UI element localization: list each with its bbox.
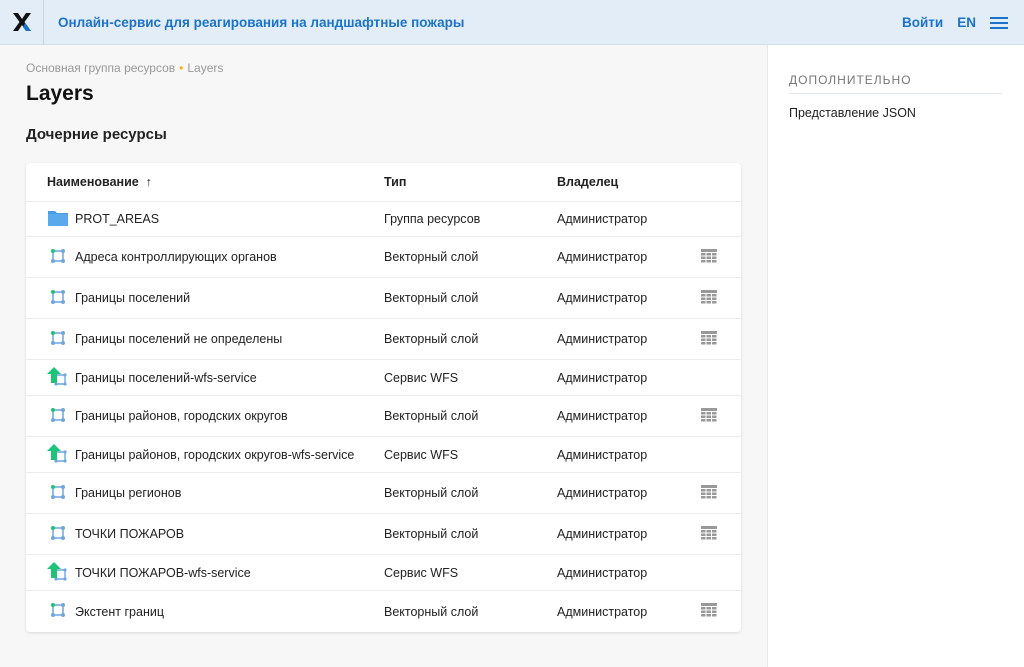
breadcrumb-parent[interactable]: Основная группа ресурсов — [26, 61, 176, 75]
resource-owner: Администратор — [557, 250, 648, 264]
resource-type: Группа ресурсов — [384, 212, 481, 226]
resource-owner: Администратор — [557, 486, 648, 500]
resource-type: Векторный слой — [384, 527, 479, 541]
section-title: Дочерние ресурсы — [26, 126, 167, 143]
resource-name[interactable]: Границы регионов — [47, 483, 181, 504]
resources-table: Наименование ↑ Тип Владелец PROT_AREAS Г… — [26, 163, 741, 632]
resource-type: Векторный слой — [384, 486, 479, 500]
logo-icon — [12, 13, 31, 31]
table-row[interactable]: ТОЧКИ ПОЖАРОВ-wfs-service Сервис WFS Адм… — [26, 555, 741, 591]
wfs-service-icon — [47, 560, 75, 585]
table-header: Наименование ↑ Тип Владелец — [26, 163, 741, 202]
resource-type: Векторный слой — [384, 332, 479, 346]
resource-type: Векторный слой — [384, 250, 479, 264]
folder-icon — [47, 209, 75, 230]
resource-name[interactable]: Границы поселений-wfs-service — [47, 365, 257, 390]
sort-arrow-icon: ↑ — [145, 175, 152, 189]
resource-owner: Администратор — [557, 212, 648, 226]
sidebar-heading: ДОПОЛНИТЕЛЬНО — [789, 73, 1002, 94]
table-row[interactable]: Границы районов, городских округов Векто… — [26, 396, 741, 437]
vector-layer-icon — [47, 329, 75, 350]
column-name[interactable]: Наименование ↑ — [47, 175, 152, 189]
table-row[interactable]: Границы районов, городских округов-wfs-s… — [26, 437, 741, 473]
top-bar: Онлайн-сервис для реагирования на ландша… — [0, 0, 1024, 45]
resource-type: Векторный слой — [384, 291, 479, 305]
table-row[interactable]: Границы поселений Векторный слой Админис… — [26, 278, 741, 319]
resource-name[interactable]: Адреса контроллирующих органов — [47, 247, 277, 268]
breadcrumb-current: Layers — [187, 61, 224, 75]
app-title[interactable]: Онлайн-сервис для реагирования на ландша… — [58, 14, 465, 30]
resource-name[interactable]: PROT_AREAS — [47, 209, 159, 230]
resource-type: Векторный слой — [384, 409, 479, 423]
table-row[interactable]: Границы поселений не определены Векторны… — [26, 319, 741, 360]
wfs-service-icon — [47, 442, 75, 467]
vector-layer-icon — [47, 524, 75, 545]
table-row[interactable]: PROT_AREAS Группа ресурсов Администратор — [26, 202, 741, 237]
table-row[interactable]: Границы регионов Векторный слой Админист… — [26, 473, 741, 514]
vector-layer-icon — [47, 406, 75, 427]
login-link[interactable]: Войти — [902, 15, 944, 30]
table-row[interactable]: Адреса контроллирующих органов Векторный… — [26, 237, 741, 278]
feature-table-icon[interactable] — [701, 525, 717, 543]
resource-name[interactable]: Границы поселений — [47, 288, 190, 309]
wfs-service-icon — [47, 365, 75, 390]
feature-table-icon[interactable] — [701, 248, 717, 266]
vector-layer-icon — [47, 288, 75, 309]
resource-name[interactable]: Экстент границ — [47, 601, 164, 622]
breadcrumb: Основная группа ресурсов • Layers — [26, 61, 224, 75]
resource-owner: Администратор — [557, 447, 648, 462]
resource-name[interactable]: Границы районов, городских округов-wfs-s… — [47, 442, 354, 467]
column-type[interactable]: Тип — [384, 175, 407, 189]
resource-owner: Администратор — [557, 370, 648, 385]
resource-type: Сервис WFS — [384, 370, 459, 385]
resource-type: Сервис WFS — [384, 447, 459, 462]
table-row[interactable]: Границы поселений-wfs-service Сервис WFS… — [26, 360, 741, 396]
logo[interactable] — [0, 0, 44, 45]
feature-table-icon[interactable] — [701, 407, 717, 425]
vector-layer-icon — [47, 483, 75, 504]
resource-name[interactable]: Границы поселений не определены — [47, 329, 282, 350]
table-row[interactable]: ТОЧКИ ПОЖАРОВ Векторный слой Администрат… — [26, 514, 741, 555]
feature-table-icon[interactable] — [701, 289, 717, 307]
column-owner[interactable]: Владелец — [557, 175, 619, 189]
json-view-link[interactable]: Представление JSON — [789, 106, 916, 120]
vector-layer-icon — [47, 601, 75, 622]
resource-owner: Администратор — [557, 565, 648, 580]
resource-owner: Администратор — [557, 409, 648, 423]
resource-name[interactable]: ТОЧКИ ПОЖАРОВ-wfs-service — [47, 560, 251, 585]
menu-icon[interactable] — [990, 16, 1008, 29]
resource-owner: Администратор — [557, 291, 648, 305]
resource-name[interactable]: ТОЧКИ ПОЖАРОВ — [47, 524, 184, 545]
resource-type: Сервис WFS — [384, 565, 459, 580]
feature-table-icon[interactable] — [701, 330, 717, 348]
page-title: Layers — [26, 82, 94, 105]
feature-table-icon[interactable] — [701, 603, 717, 620]
resource-type: Векторный слой — [384, 604, 479, 619]
resource-name[interactable]: Границы районов, городских округов — [47, 406, 288, 427]
sidebar: ДОПОЛНИТЕЛЬНО Представление JSON — [767, 45, 1024, 667]
feature-table-icon[interactable] — [701, 484, 717, 502]
resource-owner: Администратор — [557, 332, 648, 346]
table-row[interactable]: Экстент границ Векторный слой Администра… — [26, 591, 741, 632]
vector-layer-icon — [47, 247, 75, 268]
language-switch[interactable]: EN — [957, 15, 976, 30]
resource-owner: Администратор — [557, 604, 648, 619]
resource-owner: Администратор — [557, 527, 648, 541]
